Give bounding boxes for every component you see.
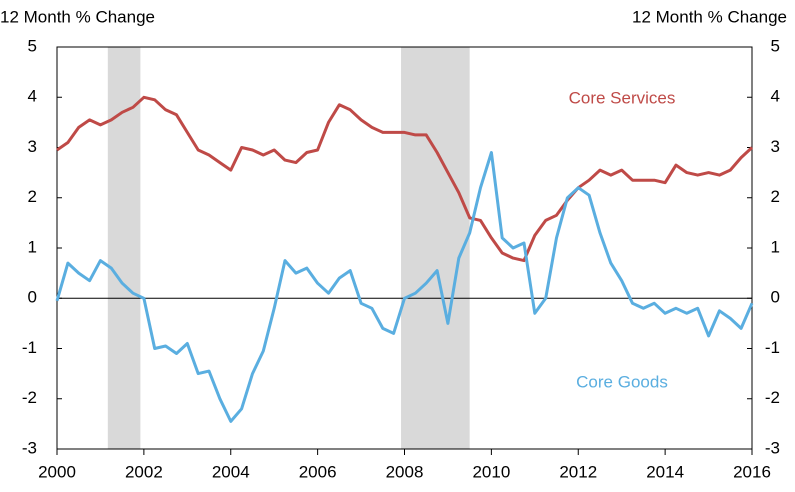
y-tick-label: 2 — [28, 187, 37, 206]
x-tick-label: 2016 — [733, 462, 771, 481]
x-tick-label: 2012 — [559, 462, 597, 481]
y2-tick-label: -1 — [765, 338, 780, 357]
recession-shade — [107, 47, 141, 449]
y-tick-label: 5 — [28, 36, 37, 55]
y2-tick-label: 5 — [771, 36, 780, 55]
series-line — [56, 95, 754, 263]
y2-tick-label: 4 — [771, 87, 780, 106]
y-tick-label: 0 — [28, 288, 37, 307]
y2-axis-label: 12 Month % Change — [632, 7, 787, 26]
y-tick-label: -2 — [22, 388, 37, 407]
y2-tick-label: -3 — [765, 438, 780, 457]
y2-tick-label: 1 — [771, 237, 780, 256]
y-tick-label: 1 — [28, 237, 37, 256]
y-tick-label: 3 — [28, 137, 37, 156]
x-tick-label: 2010 — [472, 462, 510, 481]
x-tick-label: 2006 — [299, 462, 337, 481]
x-tick-label: 2002 — [125, 462, 163, 481]
y2-tick-label: 0 — [771, 288, 780, 307]
y2-tick-label: 2 — [771, 187, 780, 206]
y2-tick-label: -2 — [765, 388, 780, 407]
series-label: Core Services — [569, 88, 676, 107]
recession-shade — [401, 47, 470, 449]
y-tick-label: -3 — [22, 438, 37, 457]
x-tick-label: 2008 — [386, 462, 424, 481]
y-tick-label: 4 — [28, 87, 37, 106]
x-tick-label: 2014 — [646, 462, 684, 481]
series-label: Core Goods — [576, 372, 668, 391]
y-tick-label: -1 — [22, 338, 37, 357]
y-axis-label: 12 Month % Change — [0, 7, 155, 26]
y2-tick-label: 3 — [771, 137, 780, 156]
x-tick-label: 2004 — [212, 462, 250, 481]
x-tick-label: 2000 — [38, 462, 76, 481]
series-line — [55, 151, 754, 423]
